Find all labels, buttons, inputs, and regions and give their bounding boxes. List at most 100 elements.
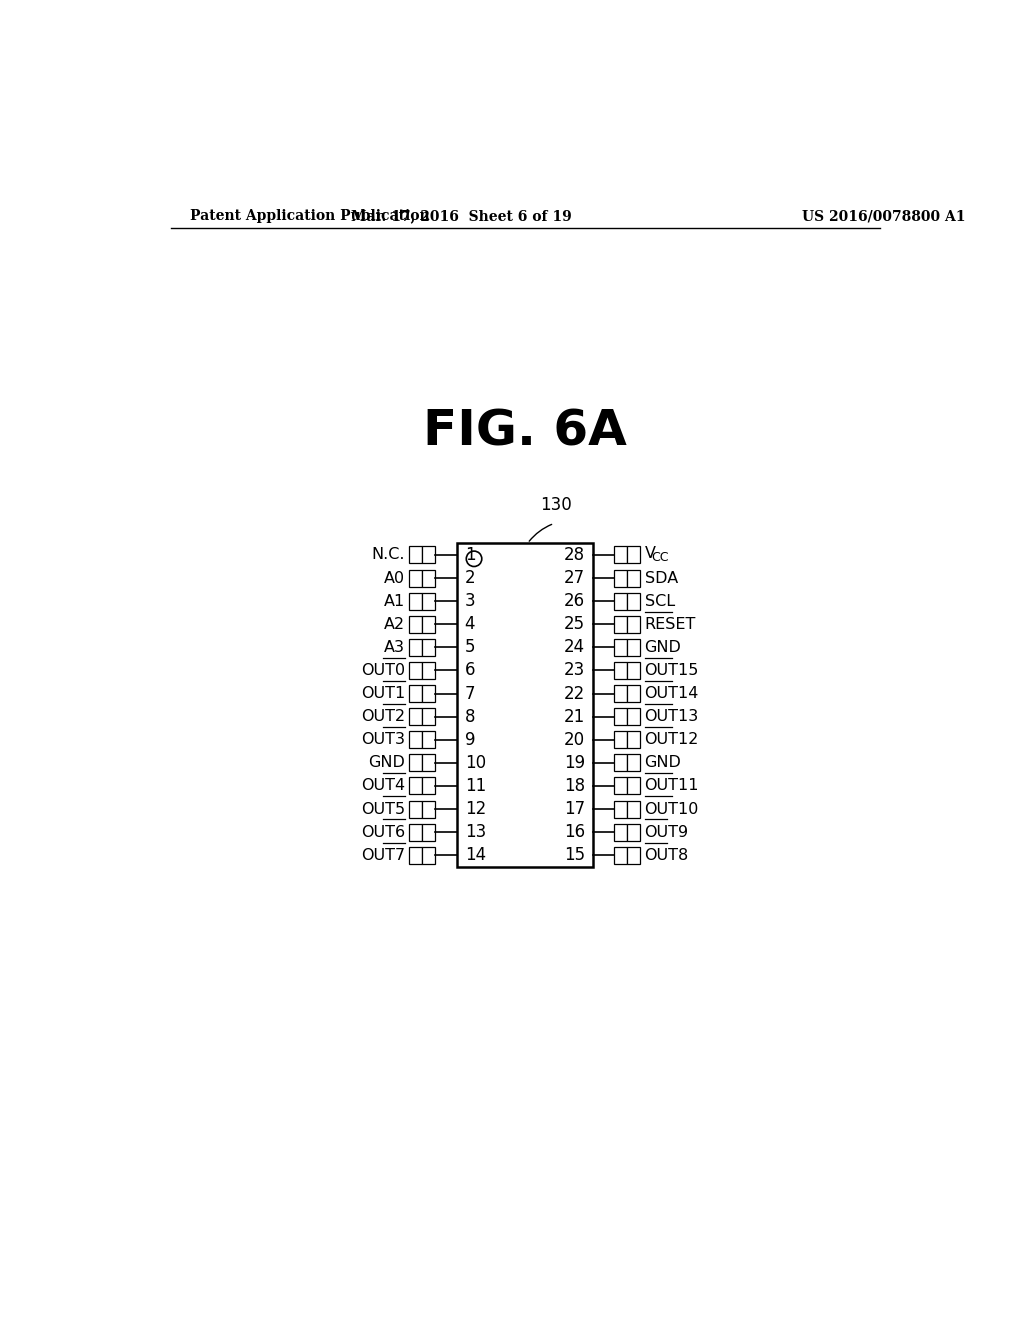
Bar bbox=[422, 847, 435, 863]
Bar bbox=[614, 800, 627, 817]
Bar bbox=[422, 546, 435, 564]
Text: OUT1: OUT1 bbox=[360, 686, 406, 701]
Bar bbox=[628, 615, 640, 632]
Text: 4: 4 bbox=[465, 615, 475, 634]
Text: 9: 9 bbox=[465, 731, 475, 748]
Bar bbox=[628, 663, 640, 678]
Bar bbox=[422, 593, 435, 610]
Bar bbox=[614, 570, 627, 586]
Text: SCL: SCL bbox=[644, 594, 675, 609]
Bar bbox=[628, 777, 640, 795]
Text: OUT12: OUT12 bbox=[644, 733, 699, 747]
Bar bbox=[409, 800, 422, 817]
Bar bbox=[409, 708, 422, 725]
Text: OUT15: OUT15 bbox=[644, 663, 699, 678]
Bar bbox=[614, 639, 627, 656]
Text: OUT10: OUT10 bbox=[644, 801, 699, 817]
Bar bbox=[614, 546, 627, 564]
Text: A1: A1 bbox=[384, 594, 406, 609]
Text: 11: 11 bbox=[465, 777, 486, 795]
Text: 25: 25 bbox=[564, 615, 585, 634]
Bar bbox=[422, 685, 435, 702]
Text: A3: A3 bbox=[384, 640, 406, 655]
Bar bbox=[422, 639, 435, 656]
Text: GND: GND bbox=[369, 755, 406, 771]
Bar bbox=[422, 731, 435, 748]
Text: 24: 24 bbox=[564, 639, 585, 656]
Text: N.C.: N.C. bbox=[372, 548, 406, 562]
Text: FIG. 6A: FIG. 6A bbox=[423, 408, 627, 455]
Text: OUT6: OUT6 bbox=[360, 825, 406, 840]
Text: OUT2: OUT2 bbox=[360, 709, 406, 725]
Text: OUT4: OUT4 bbox=[360, 779, 406, 793]
Bar bbox=[422, 777, 435, 795]
Bar bbox=[628, 824, 640, 841]
Text: OUT7: OUT7 bbox=[360, 847, 406, 863]
Text: 3: 3 bbox=[465, 593, 475, 610]
Text: OUT13: OUT13 bbox=[644, 709, 698, 725]
Bar bbox=[628, 731, 640, 748]
Text: US 2016/0078800 A1: US 2016/0078800 A1 bbox=[802, 209, 966, 223]
Text: 6: 6 bbox=[465, 661, 475, 680]
Text: OUT9: OUT9 bbox=[644, 825, 689, 840]
Text: 23: 23 bbox=[563, 661, 585, 680]
Bar bbox=[409, 570, 422, 586]
Bar bbox=[614, 847, 627, 863]
Bar bbox=[614, 824, 627, 841]
Text: 21: 21 bbox=[563, 708, 585, 726]
Bar bbox=[614, 685, 627, 702]
Bar bbox=[614, 755, 627, 771]
Bar bbox=[628, 708, 640, 725]
Text: V: V bbox=[644, 546, 655, 561]
Circle shape bbox=[466, 552, 481, 566]
Text: 27: 27 bbox=[564, 569, 585, 587]
Text: 17: 17 bbox=[564, 800, 585, 818]
Bar bbox=[422, 615, 435, 632]
Text: 26: 26 bbox=[564, 593, 585, 610]
Text: OUT5: OUT5 bbox=[360, 801, 406, 817]
Bar bbox=[614, 615, 627, 632]
Bar bbox=[409, 546, 422, 564]
Bar bbox=[614, 777, 627, 795]
Text: Mar. 17, 2016  Sheet 6 of 19: Mar. 17, 2016 Sheet 6 of 19 bbox=[351, 209, 571, 223]
Bar bbox=[422, 708, 435, 725]
Bar bbox=[614, 708, 627, 725]
Bar bbox=[409, 777, 422, 795]
Bar bbox=[409, 615, 422, 632]
Bar bbox=[409, 755, 422, 771]
Text: 5: 5 bbox=[465, 639, 475, 656]
Text: RESET: RESET bbox=[644, 616, 696, 632]
Bar bbox=[628, 570, 640, 586]
Bar bbox=[422, 800, 435, 817]
Bar bbox=[409, 663, 422, 678]
Bar bbox=[628, 800, 640, 817]
Bar bbox=[628, 755, 640, 771]
Bar bbox=[409, 593, 422, 610]
Bar bbox=[628, 639, 640, 656]
Text: GND: GND bbox=[644, 755, 681, 771]
Text: OUT11: OUT11 bbox=[644, 779, 699, 793]
Text: 13: 13 bbox=[465, 824, 486, 841]
Text: OUT0: OUT0 bbox=[360, 663, 406, 678]
Bar bbox=[409, 639, 422, 656]
Text: Patent Application Publication: Patent Application Publication bbox=[190, 209, 430, 223]
Bar bbox=[614, 593, 627, 610]
Text: 1: 1 bbox=[465, 546, 475, 564]
Bar bbox=[409, 824, 422, 841]
Bar bbox=[422, 663, 435, 678]
Text: 14: 14 bbox=[465, 846, 485, 865]
Bar bbox=[628, 847, 640, 863]
Text: SDA: SDA bbox=[644, 570, 678, 586]
Text: 22: 22 bbox=[563, 685, 585, 702]
Bar bbox=[409, 685, 422, 702]
Bar bbox=[422, 824, 435, 841]
Text: 2: 2 bbox=[465, 569, 475, 587]
Text: CC: CC bbox=[651, 550, 669, 564]
Bar bbox=[409, 731, 422, 748]
Bar bbox=[422, 570, 435, 586]
Text: 19: 19 bbox=[564, 754, 585, 772]
Text: 10: 10 bbox=[465, 754, 485, 772]
Bar bbox=[614, 731, 627, 748]
Bar bbox=[422, 755, 435, 771]
Text: OUT3: OUT3 bbox=[361, 733, 406, 747]
